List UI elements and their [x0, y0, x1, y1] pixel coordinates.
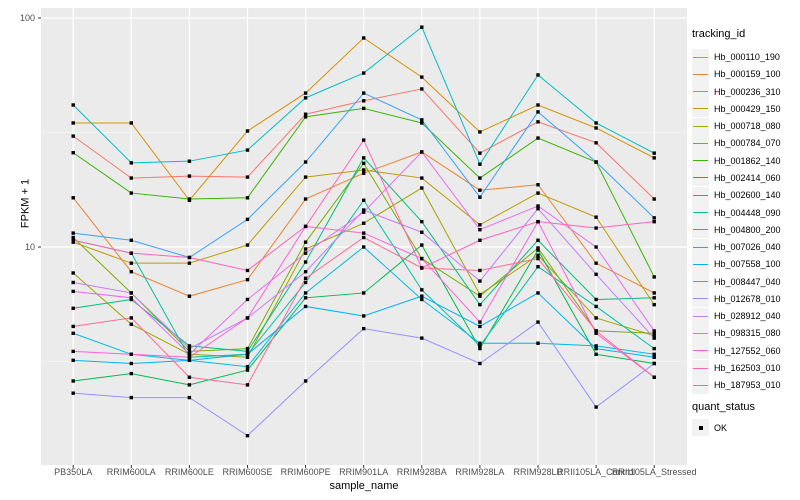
- y-tick-label: 10: [24, 242, 35, 252]
- legend-item-label: Hb_000784_070: [714, 138, 781, 149]
- line-swatch-icon: [692, 273, 709, 291]
- x-tick-label: RRIM901LA: [339, 467, 389, 477]
- line-swatch-icon: [692, 307, 709, 325]
- y-axis-title: FPKM + 1: [19, 178, 32, 229]
- line-swatch-icon: [692, 342, 709, 360]
- line-swatch-icon: [692, 324, 709, 342]
- legend-item-label: Hb_000236_310: [714, 86, 781, 97]
- legend-item: Hb_007026_040: [692, 238, 781, 256]
- x-axis-title: sample_name: [329, 480, 399, 492]
- y-tick-label: 100: [19, 13, 35, 23]
- line-swatch-icon: [692, 134, 709, 152]
- legend-item-label: Hb_004448_090: [714, 207, 781, 218]
- legend-item: Hb_012678_010: [692, 290, 781, 308]
- quant-legend-title: quant_status: [692, 401, 755, 413]
- legend-item: Hb_000718_080: [692, 117, 781, 135]
- line-swatch-icon: [692, 152, 709, 170]
- legend-item: Hb_028912_040: [692, 307, 781, 325]
- x-tick-label: RRII105LA_Control: [557, 467, 636, 477]
- legend-item: Hb_008447_040: [692, 273, 781, 291]
- legend-item: Hb_000784_070: [692, 134, 781, 152]
- line-swatch-icon: [692, 169, 709, 187]
- x-tick-label: RRIM928LA: [455, 467, 505, 477]
- legend-item-label: Hb_000429_150: [714, 103, 781, 114]
- legend-item: Hb_000110_190: [692, 48, 780, 66]
- line-swatch-icon: [692, 186, 709, 204]
- legend-item-label: Hb_098315_080: [714, 328, 781, 339]
- line-swatch-icon: [692, 204, 709, 222]
- legend-item-label: Hb_127552_060: [714, 345, 781, 356]
- legend-item-label: Hb_000159_100: [714, 69, 781, 80]
- line-swatch-icon: [692, 376, 709, 394]
- x-tick-label: RRIM600LE: [164, 467, 214, 477]
- legend-item-label: Hb_187953_010: [714, 380, 781, 391]
- legend-item: Hb_004800_200: [692, 221, 781, 239]
- legend-title: tracking_id: [692, 28, 746, 40]
- legend-item-label: Hb_002414_060: [714, 172, 781, 183]
- line-swatch-icon: [692, 100, 709, 118]
- x-tick-label: RRIM600LA: [106, 467, 156, 477]
- legend-item: Hb_007558_100: [692, 255, 781, 273]
- line-swatch-icon: [692, 255, 709, 273]
- legend-item-label: Hb_008447_040: [714, 276, 781, 287]
- legend-item: Hb_001862_140: [692, 152, 781, 170]
- x-tick-label: PB350LA: [54, 467, 93, 477]
- line-swatch-icon: [692, 359, 709, 377]
- line-swatch-icon: [692, 221, 709, 239]
- legend-item-label: Hb_000718_080: [714, 121, 781, 132]
- black-square-key-icon: [692, 419, 709, 436]
- legend-item-label: Hb_007026_040: [714, 242, 781, 253]
- line-swatch-icon: [692, 65, 709, 83]
- legend-item-ok: OK: [692, 419, 727, 436]
- x-tick-label: RRIM928BA: [396, 467, 447, 477]
- legend-item: Hb_000236_310: [692, 83, 781, 101]
- legend-item: Hb_002600_140: [692, 186, 781, 204]
- line-swatch-icon: [692, 290, 709, 308]
- legend-item: Hb_162503_010: [692, 359, 781, 377]
- legend-item-label: Hb_002600_140: [714, 190, 781, 201]
- x-tick-label: RRII105LA_Stressed: [611, 467, 697, 477]
- legend-item-label: Hb_004800_200: [714, 224, 781, 235]
- legend-item: Hb_004448_090: [692, 204, 781, 222]
- line-swatch-icon: [692, 83, 709, 101]
- legend-item-label: Hb_007558_100: [714, 259, 781, 270]
- legend-item-label: Hb_162503_010: [714, 363, 781, 374]
- legend-item: Hb_000429_150: [692, 100, 781, 118]
- legend-item-label: Hb_028912_040: [714, 311, 781, 322]
- legend-item: Hb_098315_080: [692, 324, 781, 342]
- legend-item: Hb_000159_100: [692, 65, 781, 83]
- legend-item: Hb_187953_010: [692, 376, 781, 394]
- legend-item-label: Hb_012678_010: [714, 293, 781, 304]
- legend-item: Hb_127552_060: [692, 342, 781, 360]
- legend-item: Hb_002414_060: [692, 169, 781, 187]
- legend-item-label: Hb_000110_190: [714, 52, 780, 62]
- line-swatch-icon: [692, 238, 709, 256]
- legend-item-label: OK: [714, 422, 728, 433]
- x-tick-label: RRIM600SE: [222, 467, 273, 477]
- legend-item-label: Hb_001862_140: [714, 155, 781, 166]
- line-swatch-icon: [692, 48, 709, 66]
- x-tick-label: RRIM600PE: [280, 467, 331, 477]
- x-tick-label: RRIM928LB: [513, 467, 563, 477]
- line-swatch-icon: [692, 117, 709, 135]
